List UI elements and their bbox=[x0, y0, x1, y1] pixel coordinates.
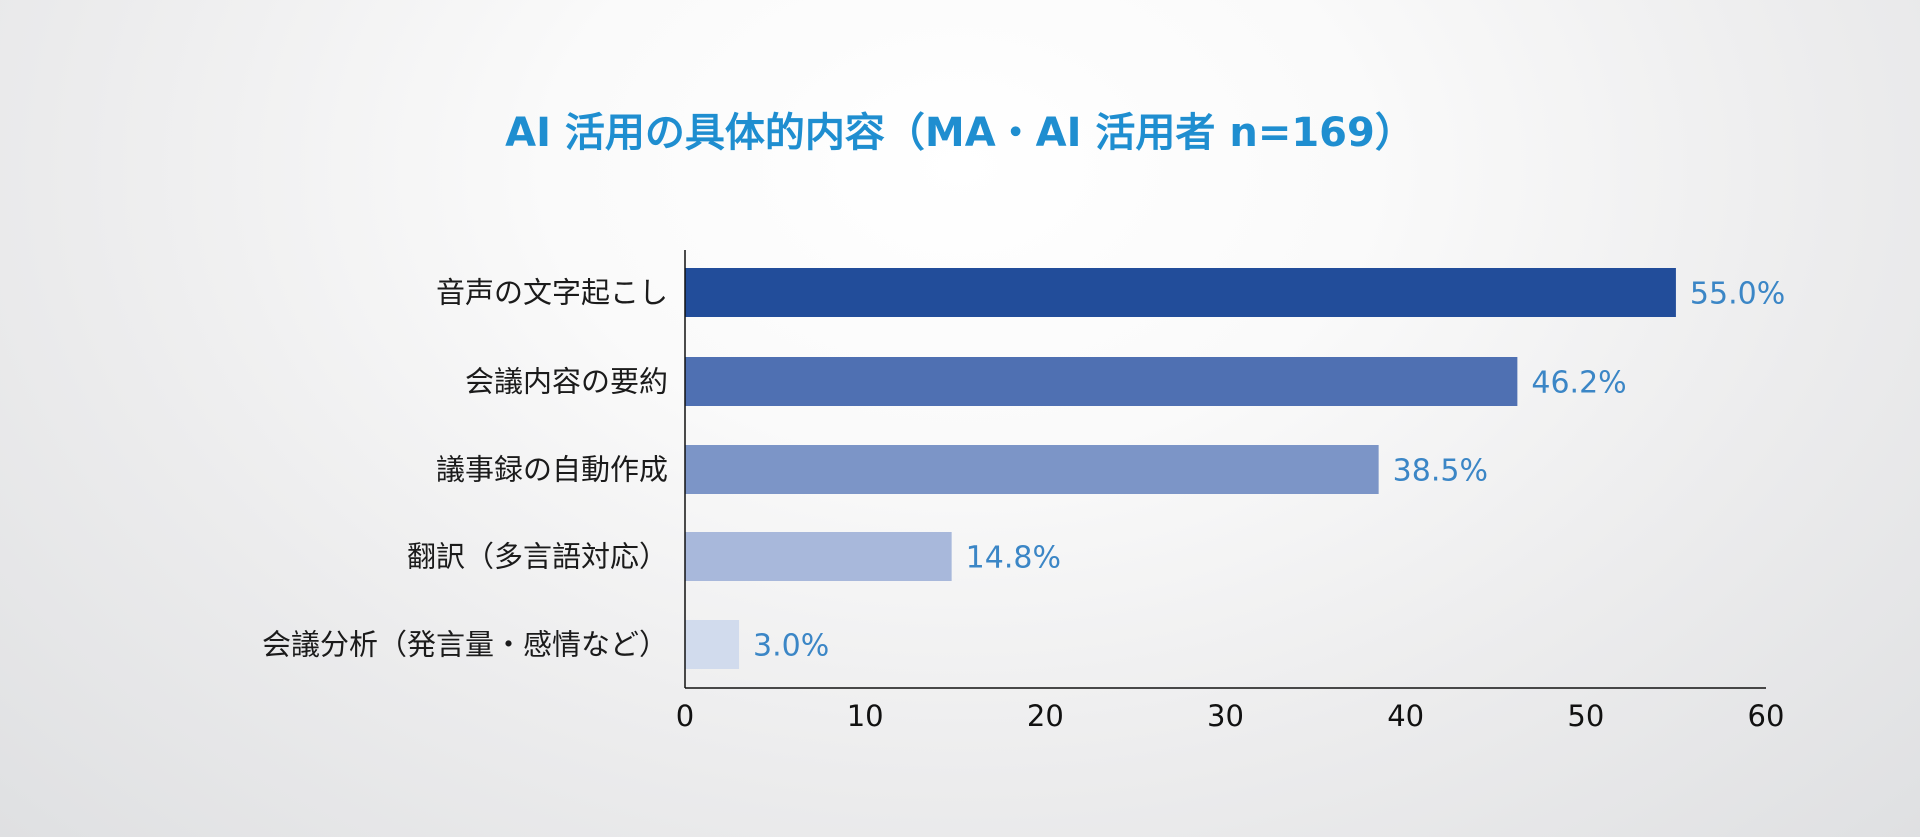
x-tick-label-0: 0 bbox=[676, 699, 694, 733]
category-label-3: 議事録の自動作成 bbox=[436, 453, 668, 487]
value-label-3: 38.5% bbox=[1393, 454, 1488, 489]
bars-group bbox=[685, 268, 1676, 669]
x-tick-label-40: 40 bbox=[1387, 699, 1424, 733]
value-label-2: 46.2% bbox=[1531, 366, 1626, 401]
x-tick-label-50: 50 bbox=[1567, 699, 1604, 733]
value-label-1: 55.0% bbox=[1690, 277, 1785, 312]
bar-3 bbox=[685, 445, 1379, 494]
category-label-1: 音声の文字起こし bbox=[436, 276, 668, 310]
x-tick-label-10: 10 bbox=[847, 699, 884, 733]
x-tick-label-60: 60 bbox=[1748, 699, 1785, 733]
bar-4 bbox=[685, 532, 952, 581]
chart-title: AI 活用の具体的内容（MA・AI 活用者 n=169） bbox=[505, 110, 1415, 156]
bar-2 bbox=[685, 357, 1518, 406]
value-label-4: 14.8% bbox=[966, 541, 1061, 576]
x-tick-label-30: 30 bbox=[1207, 699, 1244, 733]
value-labels-group: 55.0% 46.2% 38.5% 14.8% 3.0% bbox=[753, 277, 1785, 664]
category-label-2: 会議内容の要約 bbox=[465, 365, 668, 399]
category-label-5: 会議分析（発言量・感情など） bbox=[262, 628, 668, 662]
category-label-4: 翻訳（多言語対応） bbox=[407, 540, 668, 574]
axes-group: 0 10 20 30 40 50 60 bbox=[676, 250, 1785, 733]
bar-1 bbox=[685, 268, 1676, 317]
x-tick-label-20: 20 bbox=[1027, 699, 1064, 733]
bar-5 bbox=[685, 620, 740, 669]
value-label-5: 3.0% bbox=[753, 629, 829, 664]
